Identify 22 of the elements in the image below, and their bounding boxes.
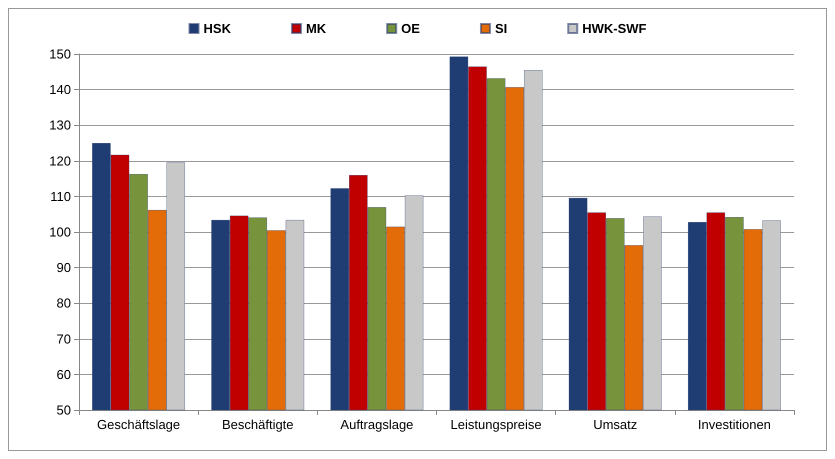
x-tick-label: Beschäftigte [222,417,294,432]
y-tick-label: 50 [56,402,71,418]
legend-label: HWK-SWF [582,21,647,36]
y-tick-label: 140 [49,82,71,98]
x-tick-label: Umsatz [593,417,638,432]
x-tick-label: Auftragslage [340,417,414,432]
y-tick-label: 60 [56,366,71,382]
y-tick-label: 70 [56,331,71,346]
y-tick-label: 150 [49,46,71,62]
y-tick-label: 100 [49,224,71,240]
x-tick-label: Leistungspreise [450,417,542,432]
y-tick-label: 80 [56,296,71,311]
y-tick-label: 120 [49,153,71,168]
legend-label: OE [401,21,420,36]
x-tick-label: Geschäftslage [97,417,180,432]
legend-label: HSK [204,21,232,36]
legend-label: SI [494,21,508,36]
x-tick-label: Investitionen [698,417,771,432]
y-tick-label: 90 [56,260,71,276]
legend-label: MK [306,21,327,36]
y-tick-label: 110 [50,188,71,204]
y-tick-label: 130 [49,118,71,133]
